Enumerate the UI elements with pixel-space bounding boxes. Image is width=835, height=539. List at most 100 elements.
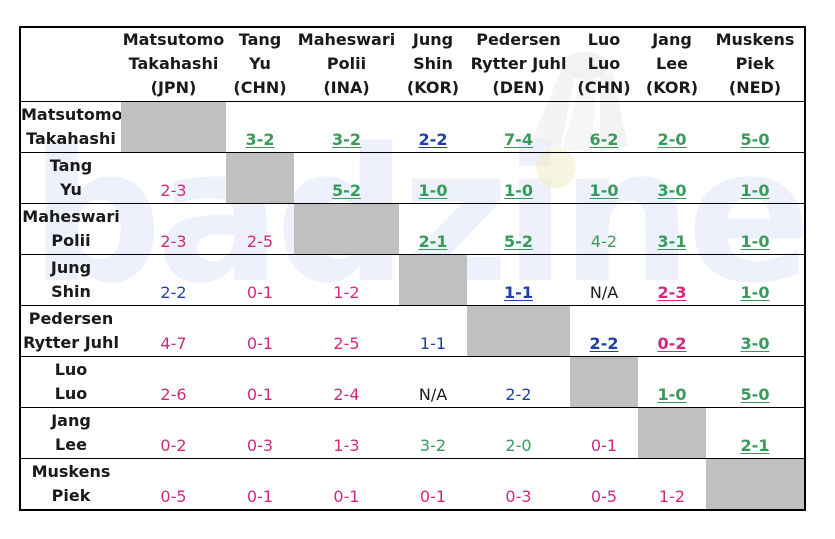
result-cell: 2-5 [294, 305, 399, 356]
row-player-name: Pedersen [28, 308, 114, 328]
score-text: 0-1 [419, 486, 447, 506]
column-country: (CHN) [577, 78, 631, 98]
column-header-4: Jung Shin (KOR) [399, 27, 467, 101]
row-player-name: Shin [51, 281, 91, 301]
score-text: 1-3 [333, 435, 360, 455]
result-cell: 1-0 [399, 152, 467, 203]
row-player-name: Tang [49, 155, 93, 175]
row-header: Maheswari Polii [20, 203, 121, 254]
column-header-7: Jang Lee (KOR) [638, 27, 706, 101]
table-row: Pedersen Rytter Juhl 4-7 0-1 2-5 1-1 2-2 0-2 3-0 [20, 305, 805, 356]
result-cell: 6-2 [570, 101, 638, 152]
diagonal-cell [467, 305, 570, 356]
score-text: 5-0 [740, 129, 770, 149]
score-text: 0-2 [657, 333, 687, 353]
column-player-name: Yu [249, 54, 271, 74]
result-cell: 5-2 [294, 152, 399, 203]
result-cell: 1-0 [638, 356, 706, 407]
diagonal-cell [226, 152, 294, 203]
column-header-3: Maheswari Polii (INA) [294, 27, 399, 101]
result-cell: 3-2 [226, 101, 294, 152]
result-cell: 2-2 [399, 101, 467, 152]
result-cell: 0-2 [638, 305, 706, 356]
score-text: 1-1 [504, 282, 533, 302]
score-text: 2-2 [418, 129, 448, 149]
score-text: 2-6 [160, 384, 187, 404]
column-player-name: Piek [735, 54, 775, 74]
score-text: 0-5 [590, 486, 618, 506]
score-text: 2-0 [657, 129, 687, 149]
row-player-name: Polii [51, 230, 91, 250]
result-cell: 2-2 [467, 356, 570, 407]
column-player-name: Muskens [715, 30, 795, 50]
column-player-name: Luo [587, 54, 621, 74]
result-cell: 0-1 [570, 407, 638, 458]
result-cell: 0-1 [226, 305, 294, 356]
score-text: N/A [589, 282, 619, 302]
score-text: 1-0 [657, 384, 687, 404]
result-cell: 3-1 [638, 203, 706, 254]
score-text: 1-1 [419, 333, 447, 353]
column-player-name: Jang [652, 30, 692, 50]
score-text: 1-0 [740, 282, 770, 302]
score-text: 2-3 [657, 282, 687, 302]
result-cell: 0-3 [226, 407, 294, 458]
column-player-name: Polii [326, 54, 367, 74]
score-text: 1-0 [589, 180, 619, 200]
score-text: 2-3 [160, 180, 187, 200]
score-text: 2-0 [505, 435, 532, 455]
score-text: 3-2 [245, 129, 275, 149]
result-cell: 3-2 [294, 101, 399, 152]
table-row: Jang Lee 0-2 0-3 1-3 3-2 2-0 0-1 2-1 [20, 407, 805, 458]
score-text: 2-5 [246, 231, 274, 251]
column-country: (KOR) [406, 78, 460, 98]
score-text: 0-1 [333, 486, 360, 506]
result-cell: 2-6 [121, 356, 226, 407]
row-header: Jang Lee [20, 407, 121, 458]
row-player-name: Jung [50, 257, 92, 277]
column-country: (CHN) [233, 78, 287, 98]
score-text: 1-2 [658, 486, 686, 506]
result-cell: 2-5 [226, 203, 294, 254]
result-cell: 2-1 [706, 407, 805, 458]
score-text: 3-1 [657, 231, 687, 251]
result-cell: 2-2 [570, 305, 638, 356]
score-text: 4-7 [160, 333, 187, 353]
table-row: Matsutomo Takahashi 3-2 3-2 2-2 7-4 6-2 2-0 5-0 [20, 101, 805, 152]
column-player-name: Shin [413, 54, 453, 74]
score-text: 3-2 [332, 129, 361, 149]
column-player-name: Maheswari [297, 30, 396, 50]
result-cell: 3-0 [706, 305, 805, 356]
score-text: 5-0 [740, 384, 770, 404]
table-row: Muskens Piek 0-5 0-1 0-1 0-1 0-3 0-5 1-2 [20, 458, 805, 510]
table-row: Jung Shin 2-2 0-1 1-2 1-1 N/A 2-3 1-0 [20, 254, 805, 305]
result-cell: 2-1 [399, 203, 467, 254]
score-text: 2-2 [589, 333, 619, 353]
diagonal-cell [294, 203, 399, 254]
column-player-name: Rytter Juhl [470, 54, 567, 74]
score-text: 3-0 [740, 333, 770, 353]
row-player-name: Muskens [31, 461, 111, 481]
row-header: Jung Shin [20, 254, 121, 305]
row-header: Luo Luo [20, 356, 121, 407]
result-cell: 4-7 [121, 305, 226, 356]
row-header: Pedersen Rytter Juhl [20, 305, 121, 356]
result-cell: N/A [399, 356, 467, 407]
score-text: 0-3 [505, 486, 532, 506]
score-text: 5-2 [504, 231, 533, 251]
result-cell: 2-0 [638, 101, 706, 152]
result-cell: 0-1 [226, 254, 294, 305]
score-text: 2-5 [333, 333, 360, 353]
diagonal-cell [706, 458, 805, 510]
result-cell: 0-5 [570, 458, 638, 510]
score-text: 2-3 [160, 231, 187, 251]
column-header-8: Muskens Piek (NED) [706, 27, 805, 101]
score-text: 2-2 [160, 282, 187, 302]
score-text: 3-2 [419, 435, 447, 455]
diagonal-cell [638, 407, 706, 458]
score-text: 1-0 [740, 231, 770, 251]
column-country: (DEN) [492, 78, 545, 98]
score-text: 6-2 [589, 129, 619, 149]
result-cell: 2-4 [294, 356, 399, 407]
row-header: Muskens Piek [20, 458, 121, 510]
